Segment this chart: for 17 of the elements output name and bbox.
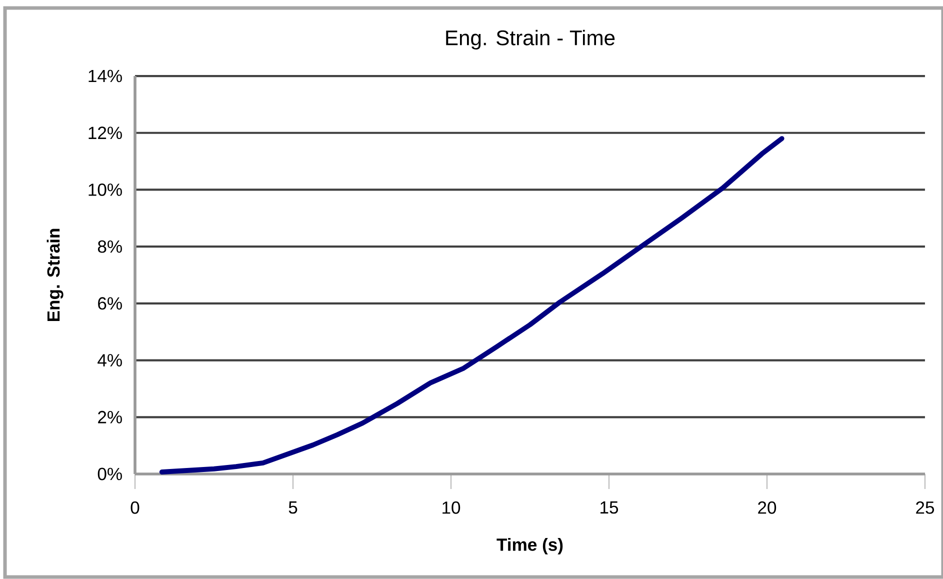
y-tick-label: 0% [98, 468, 122, 480]
x-tick-label: 25 [916, 501, 934, 514]
y-tick-label: 14% [88, 70, 122, 82]
x-tick-label: 20 [758, 501, 776, 514]
y-tick-label: 4% [98, 354, 122, 366]
x-tick-label: 0 [130, 501, 140, 514]
y-axis-title: Eng. Strain [46, 228, 64, 322]
y-tick-label: 12% [88, 126, 122, 140]
x-tick-label: 10 [442, 501, 460, 514]
y-tick-label: 6% [98, 297, 122, 310]
y-tick-label: 2% [98, 410, 122, 424]
y-tick-label: 8% [98, 240, 122, 253]
y-tick-label: 10% [88, 183, 122, 196]
x-tick-label: 15 [600, 501, 618, 514]
chart-title: Eng. Strain - Time [446, 30, 615, 50]
x-tick-label: 5 [288, 501, 298, 514]
x-axis-title: Time (s) [496, 538, 563, 554]
